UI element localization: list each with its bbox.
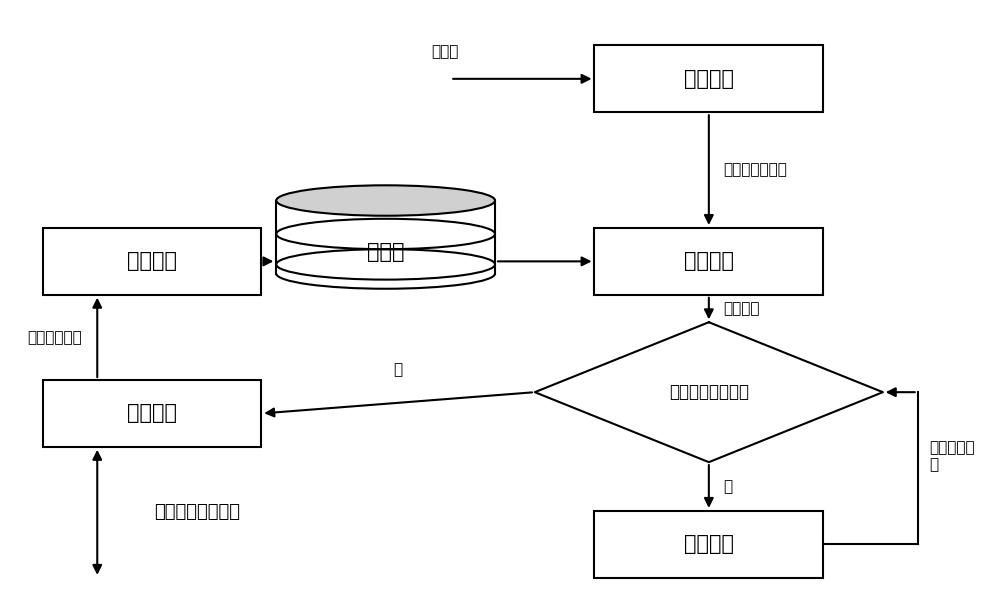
Text: 修改后的案
例: 修改后的案 例 <box>930 440 975 472</box>
Text: 调用案例: 调用案例 <box>127 403 177 424</box>
Bar <box>594 45 823 112</box>
Polygon shape <box>535 322 883 462</box>
Text: 解决的新案例: 解决的新案例 <box>28 330 82 345</box>
Text: 导入案例: 导入案例 <box>127 251 177 271</box>
Text: 案例检索: 案例检索 <box>684 251 734 271</box>
Text: 案例库: 案例库 <box>367 243 404 262</box>
Bar <box>43 380 261 447</box>
Ellipse shape <box>276 185 495 216</box>
Text: 案例描述: 案例描述 <box>684 69 734 89</box>
Text: 否: 否 <box>724 479 733 494</box>
Text: 修改案例: 修改案例 <box>684 534 734 554</box>
Text: 是: 是 <box>394 362 403 377</box>
Bar <box>594 511 823 578</box>
Text: 相似案例: 相似案例 <box>724 301 760 316</box>
Bar <box>276 201 495 273</box>
Bar <box>43 228 261 295</box>
Text: 新案例: 新案例 <box>432 44 459 59</box>
Text: 新案例的解决方法: 新案例的解决方法 <box>154 503 240 521</box>
Text: 是否由新案例组成: 是否由新案例组成 <box>669 383 749 401</box>
Bar <box>594 228 823 295</box>
Text: 未解决的新案例: 未解决的新案例 <box>724 163 788 177</box>
